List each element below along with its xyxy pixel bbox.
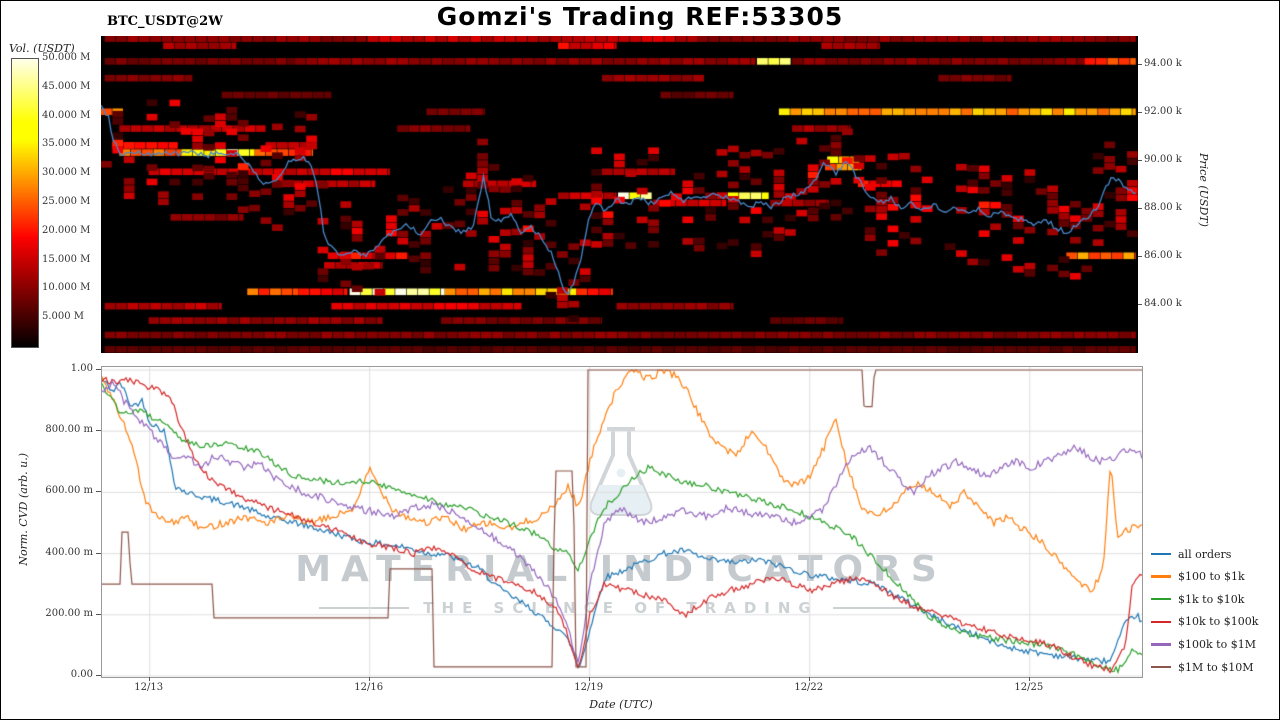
legend-item: $100k to $1M [1151, 634, 1256, 654]
symbol-label: BTC_USDT@2W [107, 14, 223, 29]
cvd-ytick-label: 600.00 m [45, 485, 93, 497]
cvd-line-chart-canvas [101, 366, 1143, 678]
page-title: Gomzi's Trading REF:53305 [436, 2, 844, 31]
colorbar-tick-label: 10.000 M [42, 282, 91, 294]
legend-item: $10k to $100k [1151, 612, 1258, 632]
tick-mark [1138, 160, 1142, 162]
price-tick-label: 94.00 k [1144, 58, 1182, 70]
colorbar-tick-label: 5.000 M [42, 311, 85, 323]
price-tick-label: 92.00 k [1144, 106, 1182, 118]
price-tick-label: 88.00 k [1144, 202, 1182, 214]
tick-mark [1138, 208, 1142, 210]
legend-label: $100k to $1M [1178, 637, 1256, 651]
legend-label: all orders [1178, 547, 1232, 561]
cvd-ytick-label: 0.00 [70, 669, 93, 680]
colorbar-tick-label: 30.000 M [42, 167, 91, 179]
legend-item: $1k to $10k [1151, 589, 1244, 609]
legend-label: $100 to $1k [1178, 570, 1245, 584]
colorbar-tick-label: 35.000 M [42, 138, 91, 150]
legend-line-swatch [1151, 597, 1171, 601]
price-tick-label: 86.00 k [1144, 250, 1182, 262]
legend-label: $1M to $10M [1178, 660, 1254, 674]
volume-colorbar [11, 58, 39, 348]
colorbar-tick-label: 15.000 M [42, 253, 91, 265]
legend-line-swatch [1151, 620, 1171, 624]
price-tick-label: 84.00 k [1144, 298, 1182, 310]
legend-line-swatch [1151, 643, 1171, 646]
cvd-ytick-label: 400.00 m [45, 546, 93, 558]
colorbar-tick-label: 25.000 M [42, 196, 91, 207]
legend-item: all orders [1151, 544, 1231, 564]
legend-line-swatch [1151, 575, 1171, 578]
cvd-y-axis-label: Norm. CVD (arb. u.) [17, 453, 30, 566]
price-tick-label: 90.00 k [1144, 154, 1182, 166]
cvd-xtick-label: 12/13 [134, 682, 164, 693]
cvd-x-axis-label: Date (UTC) [589, 698, 653, 711]
colorbar-tick-label: 20.000 M [42, 224, 91, 236]
tick-mark [1138, 112, 1142, 114]
legend-label: $1k to $10k [1178, 592, 1245, 606]
cvd-xtick-label: 12/22 [794, 682, 824, 693]
cvd-xtick-label: 12/19 [574, 682, 604, 693]
cvd-ytick-label: 200.00 m [45, 607, 93, 619]
price-axis-label: Price (USDT) [1197, 153, 1210, 227]
colorbar-title: Vol. (USDT) [9, 42, 75, 55]
tick-mark [1138, 304, 1142, 306]
legend-line-swatch [1151, 665, 1171, 669]
legend-item: $100 to $1k [1151, 567, 1245, 587]
colorbar-tick-label: 40.000 M [42, 109, 91, 121]
cvd-xtick-label: 12/25 [1014, 682, 1044, 693]
tick-mark [1138, 64, 1142, 66]
volume-heatmap-canvas [101, 36, 1138, 353]
legend-label: $10k to $100k [1178, 615, 1259, 629]
tick-mark [1138, 256, 1142, 258]
legend-item: $1M to $10M [1151, 657, 1254, 677]
cvd-xtick-label: 12/16 [354, 682, 384, 693]
cvd-ytick-label: 800.00 m [45, 424, 93, 436]
cvd-ytick-label: 1.00 [70, 363, 93, 374]
legend-line-swatch [1151, 552, 1171, 556]
colorbar-tick-label: 45.000 M [42, 80, 91, 92]
